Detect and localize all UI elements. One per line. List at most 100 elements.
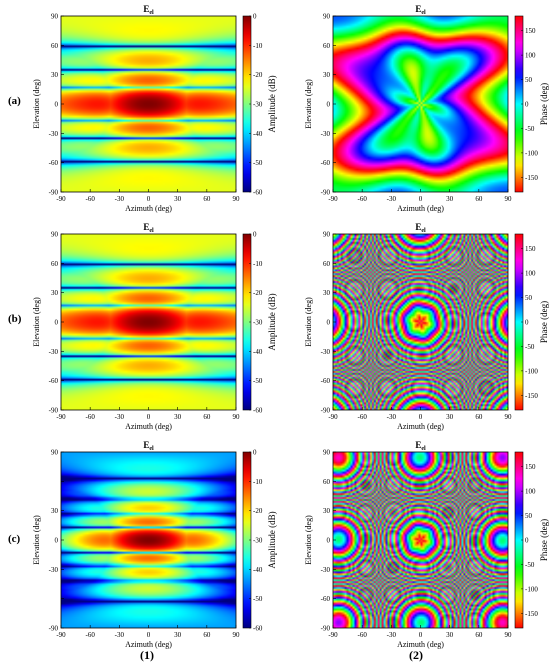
y-tick-label: 90: [323, 13, 331, 21]
colorbar-tick-label: -50: [253, 377, 263, 385]
colorbar-label: Phase (deg): [539, 519, 549, 561]
y-tick-label: 0: [327, 319, 331, 327]
colorbar-tick-label: -20: [253, 507, 263, 515]
x-tick-label: -30: [387, 631, 397, 639]
colorbar-tick-label: -150: [525, 174, 538, 182]
colorbar-label: Amplitude (dB): [267, 75, 277, 132]
colorbar-tick-label: -60: [253, 625, 263, 633]
column-label-1: (1): [140, 648, 154, 662]
y-tick-label: 60: [323, 260, 331, 268]
plot-area: [333, 234, 508, 410]
x-axis-label: Azimuth (deg): [397, 422, 444, 431]
x-axis-label: Azimuth (deg): [125, 422, 172, 431]
colorbar-tick-label: 50: [525, 76, 533, 84]
y-tick-label: 60: [51, 260, 59, 268]
y-axis-label: Elevation (deg): [32, 79, 41, 129]
x-tick-label: 90: [233, 413, 241, 421]
plot-area: [61, 16, 236, 192]
y-tick-label: -60: [49, 159, 59, 167]
x-tick-label: -30: [387, 413, 397, 421]
x-tick-label: 30: [446, 631, 454, 639]
x-tick-label: -60: [85, 195, 95, 203]
y-tick-label: 30: [323, 507, 331, 515]
y-tick-label: 30: [323, 289, 331, 297]
y-tick-label: -30: [321, 348, 331, 356]
plot-area: [61, 452, 236, 628]
colorbar-tick-label: 150: [525, 27, 536, 35]
y-tick-label: -30: [321, 130, 331, 138]
colorbar-label: Amplitude (dB): [267, 511, 277, 568]
colorbar-tick-label: -40: [253, 348, 263, 356]
colorbar-tick-label: 0: [253, 449, 257, 457]
x-tick-label: 0: [419, 631, 423, 639]
row-label-b: (b): [8, 313, 22, 325]
y-tick-label: 90: [323, 449, 331, 457]
colorbar-tick-label: -10: [253, 42, 263, 50]
colorbar-tick-label: -50: [253, 595, 263, 603]
colorbar-tick-label: -40: [253, 130, 263, 138]
y-tick-label: 0: [55, 319, 59, 327]
y-tick-label: 90: [51, 231, 59, 239]
x-tick-label: 90: [505, 413, 513, 421]
x-tick-label: 0: [147, 195, 151, 203]
x-tick-label: 0: [419, 195, 423, 203]
x-tick-label: 30: [174, 413, 182, 421]
colorbar-tick-label: -100: [525, 367, 538, 375]
x-tick-label: -30: [115, 413, 125, 421]
plot-title: Eel: [415, 222, 426, 234]
x-tick-label: 60: [475, 195, 483, 203]
colorbar-tick-label: -50: [525, 561, 535, 569]
colorbar-tick-label: -40: [253, 566, 263, 574]
y-tick-label: -60: [321, 377, 331, 385]
y-tick-label: 30: [51, 71, 59, 79]
y-axis-label: Elevation (deg): [304, 515, 313, 565]
x-tick-label: 60: [203, 413, 211, 421]
plot-title: Eel: [415, 440, 426, 452]
row-label-a: (a): [8, 95, 21, 107]
x-axis-label: Azimuth (deg): [125, 204, 172, 213]
y-tick-label: 30: [51, 507, 59, 515]
x-tick-label: 30: [446, 413, 454, 421]
y-tick-label: -30: [49, 566, 59, 574]
colorbar-tick-label: 50: [525, 294, 533, 302]
y-tick-label: -30: [321, 566, 331, 574]
x-tick-label: -90: [328, 413, 338, 421]
x-tick-label: 0: [147, 413, 151, 421]
colorbar-tick-label: -30: [253, 319, 263, 327]
x-axis-label: Azimuth (deg): [125, 640, 172, 649]
colorbar-tick-label: 0: [253, 231, 257, 239]
y-tick-label: 60: [323, 478, 331, 486]
x-tick-label: -60: [357, 195, 367, 203]
plot-title: Eel: [415, 4, 426, 16]
colorbar-tick-label: -10: [253, 478, 263, 486]
colorbar-tick-label: 0: [525, 537, 529, 545]
x-axis-label: Azimuth (deg): [397, 204, 444, 213]
colorbar-tick-label: -150: [525, 392, 538, 400]
x-tick-label: -30: [387, 195, 397, 203]
y-tick-label: -60: [49, 377, 59, 385]
x-tick-label: -90: [328, 195, 338, 203]
colorbar-tick-label: 50: [525, 512, 533, 520]
y-tick-label: 0: [55, 537, 59, 545]
colorbar-tick-label: -100: [525, 585, 538, 593]
colorbar-tick-label: -60: [253, 407, 263, 415]
y-tick-label: -30: [49, 130, 59, 138]
x-tick-label: -30: [115, 631, 125, 639]
colorbar-tick-label: -50: [525, 343, 535, 351]
y-tick-label: 0: [327, 101, 331, 109]
y-tick-label: -90: [49, 625, 59, 633]
x-tick-label: 90: [233, 631, 241, 639]
colorbar-tick-label: 100: [525, 52, 536, 60]
colorbar-tick-label: -20: [253, 289, 263, 297]
y-axis-label: Elevation (deg): [32, 515, 41, 565]
x-tick-label: 90: [505, 195, 513, 203]
row-label-c: (c): [8, 533, 21, 545]
y-tick-label: -90: [49, 407, 59, 415]
colorbar-tick-label: 0: [525, 101, 529, 109]
column-label-2: (2): [409, 648, 423, 662]
